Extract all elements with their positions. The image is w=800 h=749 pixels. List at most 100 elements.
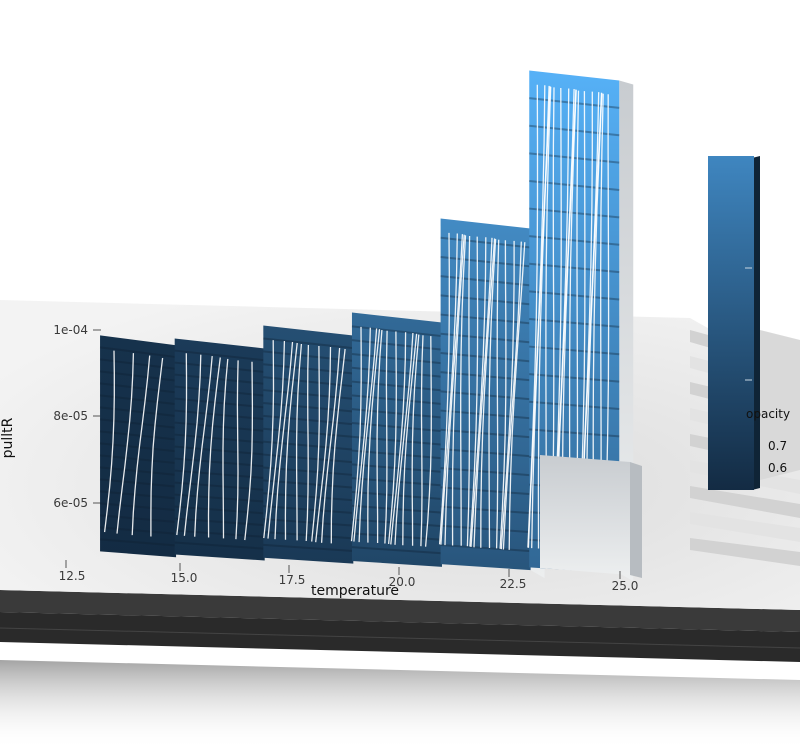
step-band — [529, 235, 620, 246]
contour-line — [103, 350, 115, 533]
step-band — [174, 493, 265, 503]
shadow-streak — [690, 486, 800, 518]
x-tick-label: 15.0 — [171, 571, 198, 585]
gap-block-side — [630, 462, 642, 578]
contour-line — [183, 354, 202, 536]
step-band — [351, 449, 443, 460]
step-band — [263, 505, 354, 514]
contour-line — [305, 344, 310, 542]
shadow-streak — [690, 538, 800, 566]
base-shadow — [0, 660, 800, 749]
contour-line — [194, 356, 213, 537]
contour-line — [376, 329, 383, 543]
contour-line — [267, 340, 286, 539]
step-band — [351, 490, 443, 500]
contour-line — [330, 348, 346, 544]
step-band — [351, 463, 443, 473]
step-band — [263, 518, 354, 527]
contour-line — [116, 353, 135, 534]
step-band — [440, 524, 531, 534]
contour-line — [284, 342, 298, 540]
x-tick-label: 20.0 — [389, 575, 416, 589]
contour-line — [315, 346, 332, 543]
contour-line — [244, 361, 254, 541]
legend: opacity 0.7 0.6 — [708, 156, 800, 490]
step-band — [351, 339, 443, 351]
legend-label: 0.6 — [768, 461, 787, 475]
step-band — [99, 346, 177, 359]
step-band — [99, 382, 177, 394]
contour-line — [131, 355, 151, 536]
contour-line — [207, 357, 221, 538]
contour-line — [320, 347, 341, 543]
step-band — [174, 505, 265, 515]
step-band — [351, 421, 443, 433]
step-band — [529, 400, 620, 411]
step-band — [174, 373, 265, 385]
contour-line — [176, 353, 188, 536]
contour-line — [480, 238, 496, 548]
step-band — [99, 538, 177, 547]
step-band — [351, 325, 443, 338]
step-band — [174, 421, 265, 432]
contour-line — [495, 239, 500, 549]
extruded-columns — [99, 70, 642, 582]
legend-colorbar — [708, 156, 754, 490]
step-band — [99, 358, 177, 370]
contour-line — [420, 335, 424, 547]
step-band — [529, 179, 620, 191]
step-band — [99, 514, 177, 523]
contour-line — [537, 86, 551, 549]
contour-line — [451, 234, 465, 546]
gap-block — [540, 455, 630, 575]
step-band — [174, 517, 265, 527]
step-band — [174, 445, 265, 456]
step-band — [440, 486, 531, 496]
contour-line — [411, 334, 420, 546]
contour-line — [444, 234, 464, 546]
contour-line — [150, 357, 164, 537]
contour-line — [402, 333, 418, 546]
step-band — [440, 390, 531, 401]
step-band — [174, 433, 265, 444]
contour-line — [350, 326, 362, 542]
step-band — [99, 406, 177, 417]
y-axis-title: pulltR — [0, 417, 16, 458]
step-band — [351, 532, 443, 541]
legend-label: 0.7 — [768, 439, 787, 453]
step-band — [440, 409, 531, 420]
step-band — [174, 469, 265, 480]
contour-line — [311, 345, 320, 542]
step-band — [440, 447, 531, 458]
contour-line — [438, 232, 450, 545]
step-band — [440, 467, 531, 477]
x-tick-label: 22.5 — [500, 577, 527, 591]
step-band — [529, 262, 620, 274]
base-slab-top — [0, 590, 800, 632]
y-tick-label: 8e-05 — [53, 409, 88, 423]
step-band — [351, 366, 443, 378]
step-band — [99, 490, 177, 500]
contour-line — [488, 239, 497, 549]
legend-title: opacity — [746, 407, 790, 421]
contour-line — [394, 332, 414, 545]
step-band — [174, 529, 265, 538]
column-bar — [174, 338, 265, 561]
shadow-streak — [690, 512, 800, 542]
step-band — [263, 530, 354, 540]
step-band — [529, 317, 620, 328]
contour-line — [353, 327, 371, 542]
step-band — [351, 380, 443, 392]
contour-line — [274, 341, 294, 540]
contour-line — [384, 330, 388, 544]
contour-line — [508, 242, 526, 550]
legend-shadow — [760, 330, 800, 480]
y-tick-label: 1e-04 — [53, 323, 88, 337]
step-band — [99, 394, 177, 406]
step-band — [351, 352, 443, 365]
contour-line — [358, 328, 378, 543]
contour-line — [500, 240, 515, 550]
contour-line — [390, 332, 407, 545]
step-band — [99, 526, 177, 535]
